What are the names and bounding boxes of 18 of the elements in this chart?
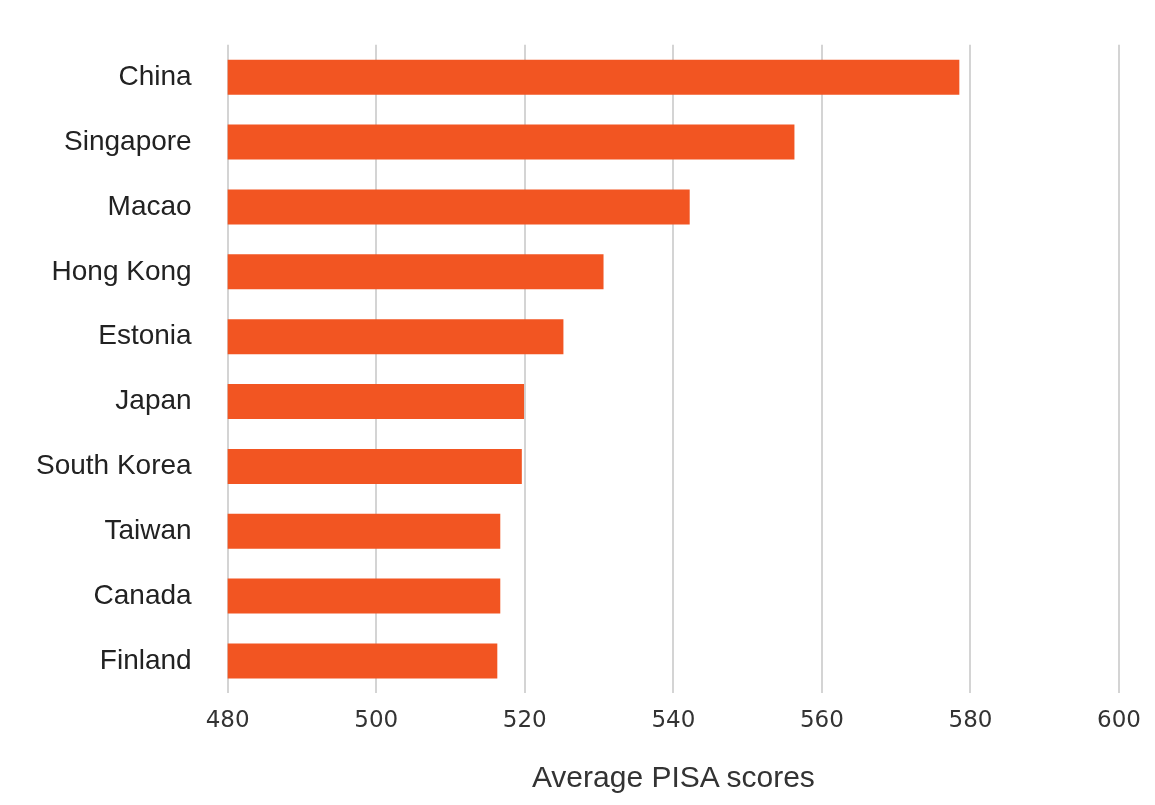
x-tick-label: 540	[651, 706, 696, 733]
y-tick-label: China	[118, 59, 193, 91]
y-tick-label: Macao	[107, 189, 192, 221]
x-tick-label: 520	[502, 706, 547, 733]
y-tick-label: South Korea	[36, 449, 193, 481]
y-tick-label: Taiwan	[104, 513, 192, 545]
x-tick-label: 560	[799, 706, 844, 733]
y-tick-label: Canada	[93, 578, 193, 610]
y-tick-label: Hong Kong	[51, 254, 192, 286]
x-tick-label: 500	[354, 706, 399, 733]
x-axis-title: Average PISA scores	[531, 760, 815, 794]
y-tick-label: Japan	[115, 384, 192, 416]
x-tick-label: 580	[948, 706, 993, 733]
y-tick-label: Singapore	[64, 124, 192, 156]
x-tick-label: 480	[205, 706, 250, 733]
y-tick-label: Estonia	[98, 319, 193, 351]
y-tick-label: Finland	[99, 643, 192, 675]
x-tick-label: 600	[1097, 706, 1141, 733]
